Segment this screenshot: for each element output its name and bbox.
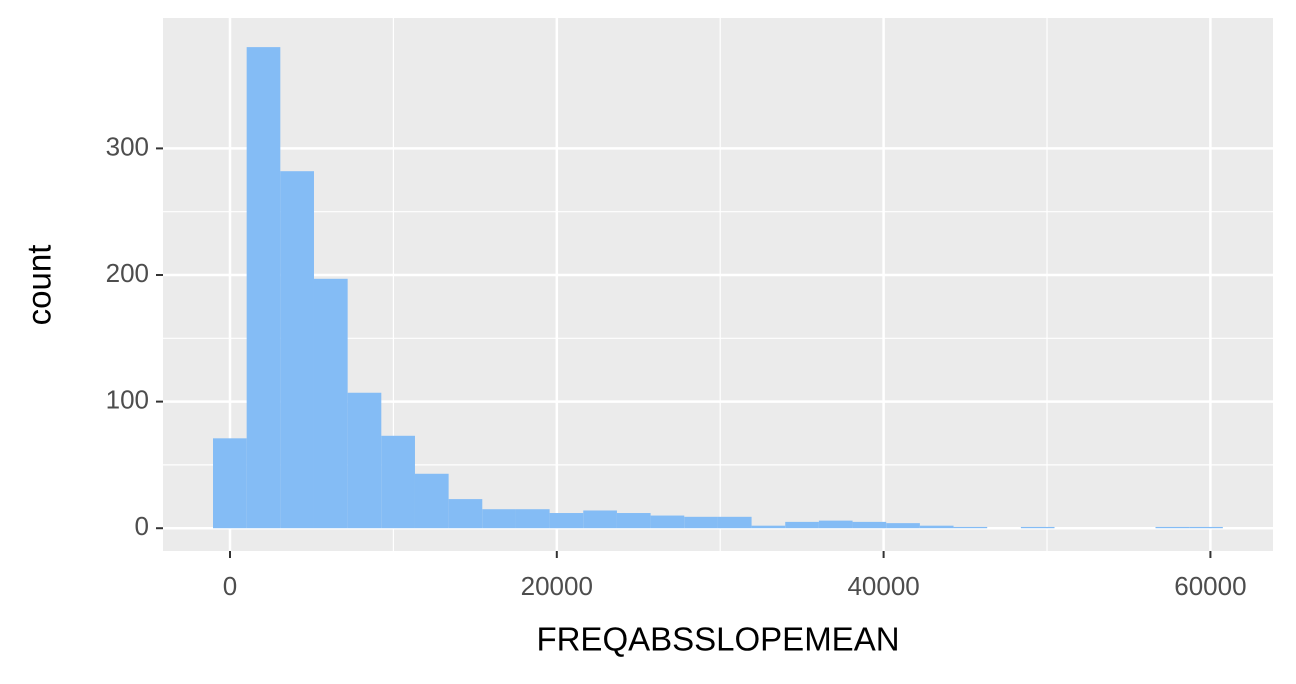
x-tick-label: 60000 bbox=[1174, 571, 1246, 601]
x-tick-label: 0 bbox=[223, 571, 237, 601]
bar bbox=[549, 513, 584, 529]
bar bbox=[583, 510, 617, 529]
bar bbox=[515, 509, 550, 529]
bar bbox=[213, 438, 247, 529]
bar bbox=[1189, 526, 1223, 529]
y-tick-label: 200 bbox=[106, 258, 149, 288]
bar bbox=[751, 525, 786, 529]
bar bbox=[313, 278, 348, 529]
bar bbox=[1020, 526, 1055, 529]
x-tick-label: 40000 bbox=[847, 571, 919, 601]
x-axis-title: FREQABSSLOPEMEAN bbox=[536, 621, 899, 658]
bar bbox=[717, 516, 752, 529]
bar bbox=[919, 525, 954, 529]
y-axis-title: count bbox=[21, 245, 58, 326]
x-tick-label: 20000 bbox=[521, 571, 593, 601]
bar bbox=[616, 513, 651, 529]
y-tick-label: 100 bbox=[106, 384, 149, 414]
bar bbox=[246, 47, 281, 529]
bar bbox=[381, 435, 415, 529]
bar bbox=[953, 526, 988, 529]
bar bbox=[414, 473, 449, 529]
y-tick-label: 300 bbox=[106, 131, 149, 161]
bar bbox=[1155, 526, 1190, 529]
bar bbox=[684, 516, 718, 529]
bar bbox=[886, 523, 920, 529]
bar bbox=[785, 521, 819, 529]
bar bbox=[482, 509, 516, 529]
bar bbox=[650, 515, 685, 529]
bar bbox=[448, 499, 483, 529]
bar bbox=[852, 521, 887, 529]
bar bbox=[818, 520, 853, 529]
bar bbox=[347, 392, 382, 529]
bar bbox=[280, 171, 314, 529]
y-tick-label: 0 bbox=[135, 511, 149, 541]
